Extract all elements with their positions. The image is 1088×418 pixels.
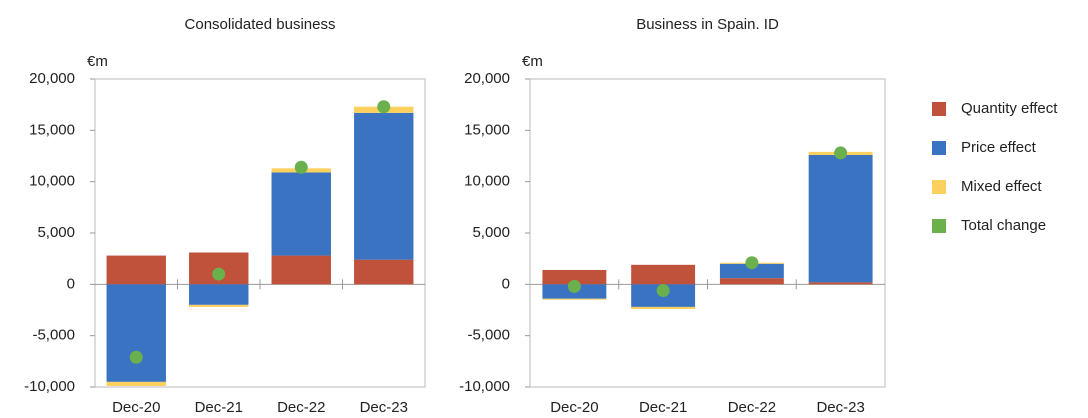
- y-tick-label: -10,000: [459, 378, 510, 395]
- bar: [354, 112, 414, 260]
- y-tick-label: 15,000: [464, 121, 510, 138]
- chart-title: Business in Spain. ID: [636, 16, 779, 33]
- x-tick-label: Dec-21: [195, 399, 243, 416]
- bar: [808, 154, 873, 283]
- x-tick-label: Dec-21: [639, 399, 687, 416]
- legend-swatch: [932, 141, 946, 155]
- y-tick-label: 10,000: [464, 173, 510, 190]
- x-tick-label: Dec-22: [277, 399, 325, 416]
- chart-title: Consolidated business: [185, 16, 336, 33]
- y-tick-label: 15,000: [29, 121, 75, 138]
- y-tick-label: -10,000: [24, 378, 75, 395]
- total-marker: [745, 256, 759, 270]
- legend-swatch: [932, 180, 946, 194]
- legend-label: Mixed effect: [961, 178, 1042, 195]
- x-tick-label: Dec-20: [550, 399, 598, 416]
- legend-swatch: [932, 102, 946, 116]
- bar: [189, 284, 249, 305]
- total-marker: [294, 160, 308, 174]
- y-tick-label: 10,000: [29, 173, 75, 190]
- y-tick-label: -5,000: [467, 327, 510, 344]
- x-tick-label: Dec-23: [360, 399, 408, 416]
- legend-label: Total change: [961, 217, 1046, 234]
- x-tick-label: Dec-20: [112, 399, 160, 416]
- bar: [106, 284, 166, 382]
- y-tick-label: 5,000: [37, 224, 75, 241]
- total-marker: [377, 100, 391, 114]
- bar: [631, 264, 696, 285]
- legend-label: Quantity effect: [961, 100, 1058, 117]
- y-unit-label: €m: [87, 53, 108, 70]
- bar: [106, 381, 166, 386]
- bar: [631, 306, 696, 309]
- bar: [719, 278, 784, 285]
- y-tick-label: 5,000: [472, 224, 510, 241]
- bar: [808, 282, 873, 285]
- total-marker: [834, 146, 848, 160]
- y-tick-label: 0: [502, 275, 510, 292]
- total-marker: [656, 283, 670, 297]
- y-unit-label: €m: [522, 53, 543, 70]
- bar: [719, 263, 784, 279]
- bar: [542, 269, 607, 285]
- bar: [189, 304, 249, 307]
- legend-swatch: [932, 219, 946, 233]
- bar: [271, 255, 331, 285]
- legend-label: Price effect: [961, 139, 1037, 156]
- bar: [106, 255, 166, 285]
- bar: [542, 298, 607, 300]
- x-tick-label: Dec-23: [816, 399, 864, 416]
- x-tick-label: Dec-22: [728, 399, 776, 416]
- total-marker: [567, 279, 581, 293]
- bar: [354, 259, 414, 285]
- y-tick-label: -5,000: [32, 327, 75, 344]
- bar: [271, 172, 331, 256]
- total-marker: [129, 350, 143, 364]
- y-tick-label: 0: [67, 275, 75, 292]
- y-tick-label: 20,000: [29, 70, 75, 87]
- y-tick-label: 20,000: [464, 70, 510, 87]
- total-marker: [212, 267, 226, 281]
